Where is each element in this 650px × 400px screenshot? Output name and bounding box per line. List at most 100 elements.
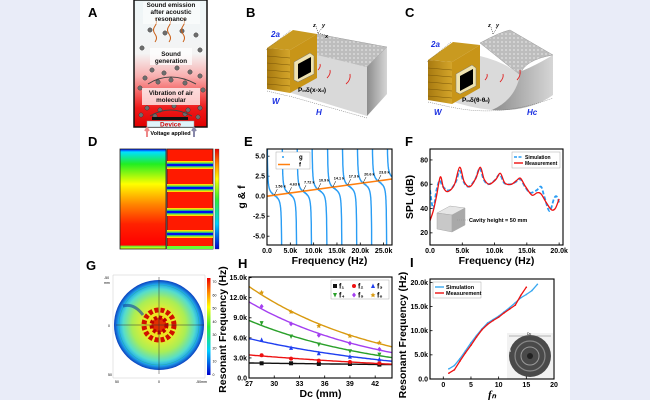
data-point: [519, 294, 522, 297]
node-stripe: [167, 163, 213, 167]
data-point-circle: [377, 361, 382, 366]
molecule-icon: [168, 77, 174, 83]
colorbar-ticks: 0 10 20 30 40 50 60 70: [213, 280, 217, 377]
colorbar-tick-label: 10: [213, 360, 217, 364]
molecule-icon: [142, 75, 148, 81]
data-point-square: [316, 361, 321, 366]
data-point-triangle-up: [371, 283, 375, 288]
y-axis-label: Resonant Frequency (Hz): [217, 266, 229, 393]
data-point: [448, 372, 450, 375]
x-tick-label: 15.0k: [328, 248, 346, 255]
data-point: [508, 306, 511, 309]
molecule-icon: [162, 30, 168, 36]
dimension-2a-label: 2a: [430, 40, 440, 49]
x-tick-label: 25.0k: [375, 248, 393, 255]
data-point: [508, 308, 511, 310]
cavity-floor: [448, 56, 520, 110]
molecule-icon: [138, 112, 144, 118]
panel-f-inset: Cavity height = 50 mm: [436, 205, 527, 233]
data-point-diamond: [377, 346, 382, 352]
air-molecules: [137, 27, 206, 120]
y-tick-label: 5.0: [255, 154, 265, 161]
dimension-line: [265, 29, 292, 51]
x-axis-label: Frequency (Hz): [292, 255, 368, 267]
speaker-block-top: [267, 30, 317, 50]
speaker-block-stripes: [266, 55, 291, 87]
dimension-line: [426, 41, 452, 63]
device-membrane: [298, 57, 311, 79]
spiral-groove: [514, 340, 546, 372]
axis-z-label: z: [312, 23, 316, 29]
plot-frame: [112, 274, 206, 379]
x-tick-label: 10.0k: [486, 248, 504, 255]
axis-x-label: x: [324, 34, 329, 40]
series-measurement: [430, 166, 560, 221]
y-axis-label: Resonant Frequency (Hz): [397, 272, 409, 399]
axis-y-label: y: [495, 23, 500, 29]
x-tick-label: 20.0k: [352, 248, 370, 255]
annotation-arrow: [317, 183, 322, 190]
node-stripe: [167, 210, 213, 214]
data-point: [503, 312, 505, 314]
legend-label: f₁: [339, 284, 344, 291]
x-tick-label: 10: [495, 382, 503, 389]
legend-box: [511, 151, 561, 169]
y-tick-label: 20.0k: [410, 280, 428, 287]
intersection-label: 20.6 k: [364, 172, 375, 176]
axes-frame: [248, 276, 393, 379]
legend-label: Simulation: [525, 155, 551, 161]
annotation-arrow: [274, 189, 278, 196]
g-curve-branch: [326, 149, 343, 245]
legend-label: f₂: [358, 284, 363, 291]
panel-c-curved-cavity: z y 2a W Hc Pinδ(θ-θd): [426, 23, 554, 117]
g-curve-branch: [386, 149, 392, 178]
positive-lead-arrow-icon: [144, 126, 150, 137]
data-point-diamond: [347, 340, 352, 346]
molecule-icon: [200, 87, 206, 93]
panel-label-f: F: [405, 134, 413, 149]
chart-F: 0.0 5.0k 10.0k 15.0k 20.0k 20 40 60 80 Frequency …: [404, 148, 568, 267]
g-curve-branch: [341, 149, 358, 245]
legend-label: f₃: [377, 284, 383, 291]
panel-label-c: C: [405, 5, 415, 20]
x-tick-label: 0: [441, 382, 445, 389]
data-point-star: [288, 309, 294, 315]
vibration-text-2: molecular: [156, 97, 186, 104]
data-point: [525, 286, 528, 289]
annotation-arrow: [347, 178, 351, 186]
disk-center: [527, 353, 533, 359]
data-point: [453, 369, 456, 371]
data-point: [481, 328, 483, 331]
legend: f₁ f₂ f₃ f₄ f₅ f₆: [330, 279, 390, 300]
g-curve-branch: [311, 149, 328, 245]
device-substrate: [146, 120, 195, 128]
colorbar-tick-label: 30: [213, 333, 217, 337]
data-point: [459, 360, 461, 362]
colorbar: [214, 148, 220, 250]
fit-curve: [249, 337, 392, 362]
x-axis-label: Dc (mm): [299, 388, 341, 400]
x-tick-label: 5.0k: [455, 248, 469, 255]
x-tick-label: 30: [270, 381, 278, 388]
molecule-icon: [161, 70, 167, 76]
series-simulation: [430, 167, 560, 212]
legend-label-g: g: [299, 155, 303, 161]
legend-marker-g: [282, 156, 284, 158]
legend-label: Simulation: [446, 285, 475, 291]
pressure-map-left: [119, 148, 167, 250]
colorbar-tick-label: 20: [213, 346, 217, 350]
data-point-star: [259, 289, 265, 295]
data-point: [470, 341, 472, 344]
x-axis-label: Frequency (Hz): [459, 255, 535, 267]
spiral-groove: [520, 346, 540, 366]
low-pressure-streak: [122, 303, 145, 316]
fit-curve: [249, 301, 392, 354]
speaker-block-side: [428, 60, 452, 104]
molecule-icon: [195, 114, 201, 120]
panel-label-e: E: [244, 134, 253, 149]
intersection-label: 7.72 k: [304, 181, 315, 185]
data-point-circle: [352, 284, 356, 288]
data-point: [470, 344, 472, 346]
intersection-label: 17.3 k: [349, 175, 360, 179]
